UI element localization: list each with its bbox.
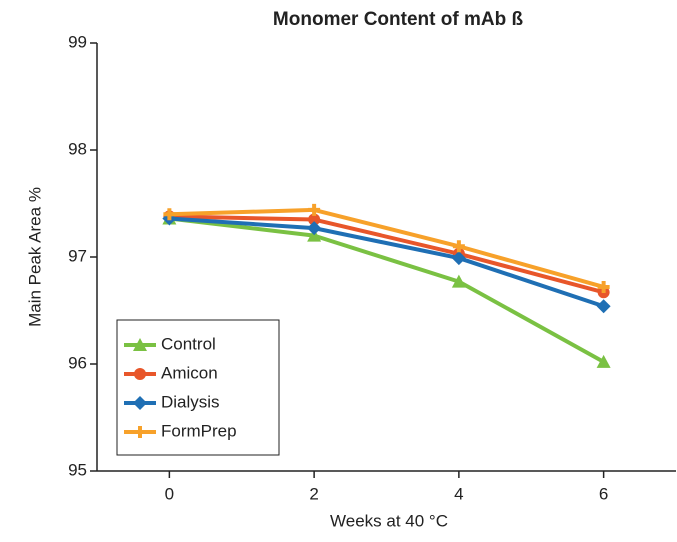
marker	[451, 251, 466, 266]
x-tick-label: 2	[309, 484, 318, 503]
marker	[163, 208, 176, 221]
marker	[308, 203, 321, 216]
series-line	[169, 214, 605, 295]
legend-label: Control	[161, 334, 216, 353]
legend-marker	[133, 396, 147, 410]
marker	[451, 274, 466, 288]
y-tick-label: 97	[68, 246, 87, 265]
x-axis-label: Weeks at 40 °C	[330, 511, 448, 530]
legend-label: Amicon	[161, 363, 218, 382]
marker	[307, 221, 322, 236]
legend-marker	[134, 426, 146, 438]
y-tick-label: 96	[68, 353, 87, 372]
y-axis-label: Main Peak Area %	[25, 187, 44, 327]
x-tick-label: 6	[599, 484, 608, 503]
legend-label: Dialysis	[161, 392, 220, 411]
marker	[596, 354, 611, 368]
y-tick-label: 95	[68, 460, 87, 479]
legend-label: FormPrep	[161, 421, 237, 440]
marker	[596, 299, 611, 314]
series-line	[169, 216, 605, 364]
series-line	[169, 207, 605, 289]
legend-marker	[133, 338, 147, 351]
marker	[308, 213, 321, 226]
y-tick-label: 99	[68, 32, 87, 51]
series-line	[169, 216, 605, 309]
x-tick-label: 0	[165, 484, 174, 503]
chart-title: Monomer Content of mAb ß	[273, 9, 524, 30]
legend-marker	[134, 368, 146, 380]
x-tick-label: 4	[454, 484, 463, 503]
marker	[597, 280, 610, 293]
y-tick-label: 98	[68, 139, 87, 158]
marker	[452, 240, 465, 253]
legend: Control Amicon Dialysis FormPrep	[116, 319, 280, 456]
